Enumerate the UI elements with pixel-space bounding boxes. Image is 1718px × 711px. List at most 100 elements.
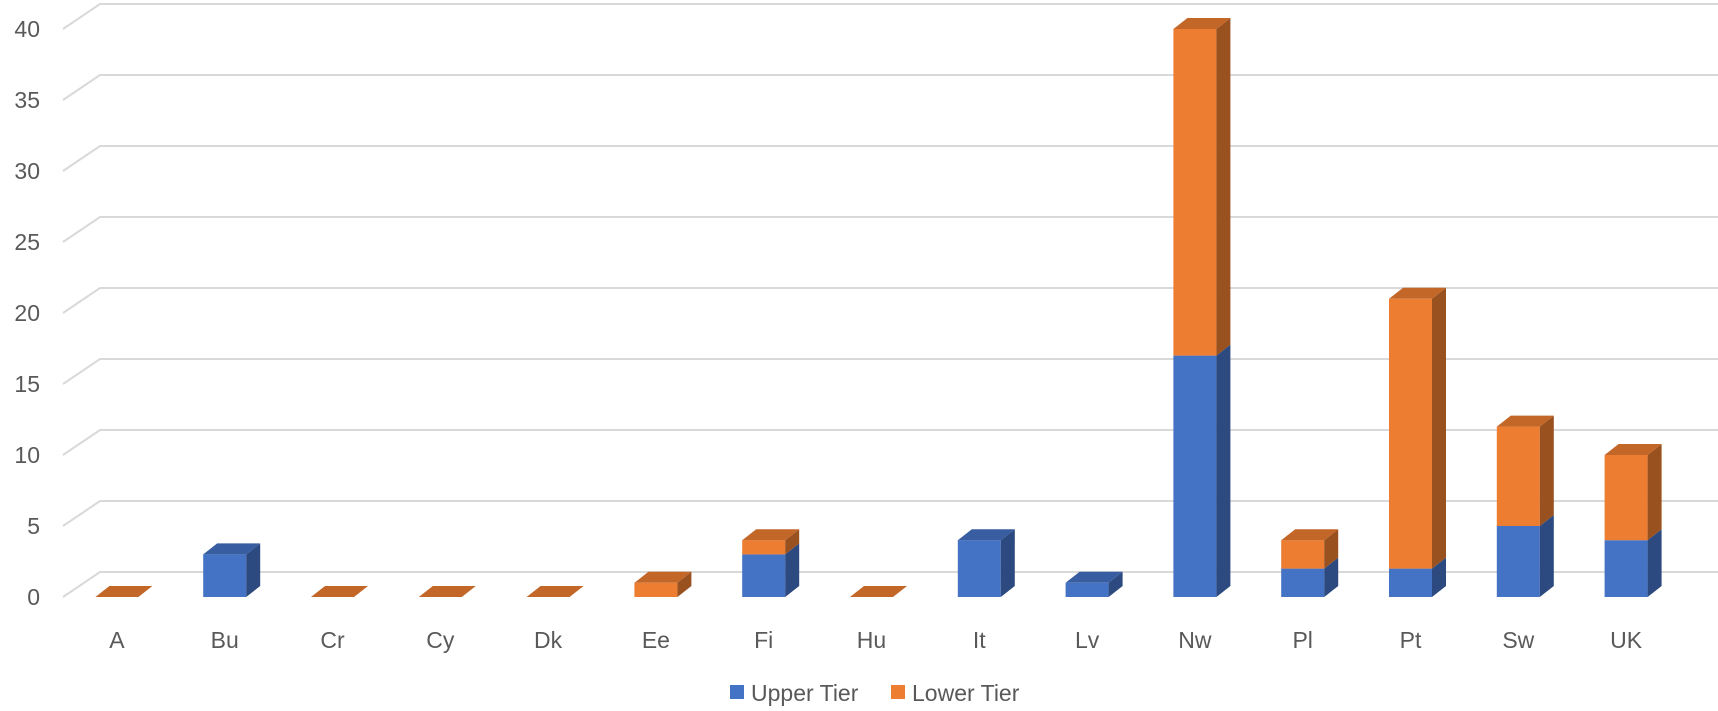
bar-top-Cr <box>311 586 368 597</box>
bar-upper-tier-Fi <box>742 554 786 597</box>
bar-lower-tier-UK <box>1604 455 1648 541</box>
bar-stack-A <box>95 586 153 597</box>
x-category-label: Ee <box>642 627 670 653</box>
legend: Upper Tier Lower Tier <box>730 680 1020 706</box>
bar-stack-Dk <box>526 586 584 597</box>
bar-stack-Sw <box>1496 415 1554 597</box>
gridline <box>62 216 1718 243</box>
y-tick-label: 5 <box>27 513 40 539</box>
bar-top-Nw <box>1173 18 1231 29</box>
bar-stack-Pt <box>1389 287 1446 597</box>
bar-side-lower-tier-Pt <box>1432 287 1446 569</box>
y-tick-label: 40 <box>14 16 40 42</box>
bar-side-lower-tier-Pl <box>1324 529 1339 569</box>
bar-upper-tier-Pl <box>1281 568 1325 597</box>
bar-top-Sw <box>1496 415 1554 427</box>
x-axis-category-labels: A Bu Cr Cy Dk Ee Fi Hu It Lv Nw Pl Pt Sw UK <box>109 627 1643 653</box>
y-tick-label: 20 <box>14 300 40 326</box>
x-category-label: Pt <box>1400 627 1422 653</box>
bar-top-Lv <box>1065 571 1123 583</box>
bar-stack-Cr <box>311 586 368 597</box>
gridline <box>62 287 1718 314</box>
bar-top-A <box>95 586 153 597</box>
x-category-label: Cr <box>320 627 345 653</box>
bar-side-lower-tier-Sw <box>1539 415 1554 526</box>
bar-upper-tier-UK <box>1604 540 1648 597</box>
bar-stack-Hu <box>850 586 907 597</box>
x-category-label: Dk <box>534 627 563 653</box>
bar-upper-tier-Lv <box>1065 582 1109 597</box>
bar-upper-tier-Bu <box>203 554 247 597</box>
gridlines <box>62 3 1718 598</box>
x-category-label: A <box>109 627 125 653</box>
bar-side-lower-tier-Fi <box>785 529 800 555</box>
bar-upper-tier-Pt <box>1389 568 1432 597</box>
bar-lower-tier-Sw <box>1496 426 1540 526</box>
y-tick-label: 0 <box>27 584 40 610</box>
x-category-label: Cy <box>426 627 455 653</box>
bar-stack-Pl <box>1281 529 1339 597</box>
bar-lower-tier-Ee <box>634 582 678 597</box>
bar-stack-Lv <box>1065 571 1123 597</box>
bar-side-upper-tier-Nw <box>1216 344 1231 597</box>
x-category-label: Nw <box>1178 627 1212 653</box>
legend-label-lower-tier: Lower Tier <box>912 680 1020 706</box>
bar-top-Fi <box>742 529 800 541</box>
x-category-label: UK <box>1610 627 1643 653</box>
gridline <box>62 500 1718 527</box>
bar-side-upper-tier-UK <box>1647 529 1662 597</box>
bar-top-Dk <box>526 586 584 597</box>
bar-upper-tier-Nw <box>1173 355 1217 597</box>
gridline <box>62 358 1718 385</box>
bar-top-It <box>957 529 1015 541</box>
gridline <box>62 3 1718 30</box>
x-category-label: Bu <box>211 627 239 653</box>
bar-stack-Bu <box>203 543 261 597</box>
bar-upper-tier-It <box>957 540 1001 597</box>
y-tick-label: 25 <box>14 229 40 255</box>
bar-stack-Nw <box>1173 18 1231 597</box>
y-tick-label: 15 <box>14 371 40 397</box>
bar-stack-It <box>957 529 1015 597</box>
bar-side-lower-tier-Nw <box>1216 18 1231 356</box>
y-tick-label: 10 <box>14 442 40 468</box>
bar-stack-Cy <box>418 586 476 597</box>
x-category-label: Lv <box>1075 627 1100 653</box>
bar-lower-tier-Pl <box>1281 540 1325 569</box>
bar-top-Pt <box>1389 287 1446 299</box>
bar-side-upper-tier-It <box>1000 529 1015 597</box>
gridline <box>62 429 1718 456</box>
bar-lower-tier-Nw <box>1173 29 1217 356</box>
legend-label-upper-tier: Upper Tier <box>751 680 859 706</box>
legend-swatch-lower-tier <box>891 685 905 699</box>
y-tick-label: 30 <box>14 158 40 184</box>
legend-swatch-upper-tier <box>730 685 744 699</box>
bar-top-UK <box>1604 444 1662 455</box>
bar-top-Bu <box>203 543 261 555</box>
bar-side-upper-tier-Sw <box>1539 515 1554 597</box>
bar-stack-Ee <box>634 571 692 597</box>
bar-stack-Fi <box>742 529 800 597</box>
bar-top-Cy <box>418 586 476 597</box>
bar-side-upper-tier-Bu <box>246 543 261 597</box>
x-category-label: Pl <box>1292 627 1312 653</box>
bar-top-Ee <box>634 571 692 583</box>
y-axis-tick-labels: 0 5 10 15 20 25 30 35 40 <box>14 16 40 610</box>
bar-top-Pl <box>1281 529 1339 541</box>
bar-upper-tier-Sw <box>1496 526 1540 597</box>
bar-side-upper-tier-Pt <box>1432 557 1446 597</box>
x-category-label: Sw <box>1502 627 1534 653</box>
x-category-label: Hu <box>857 627 886 653</box>
bar-stack-UK <box>1604 444 1662 597</box>
bars <box>95 18 1662 597</box>
gridline <box>62 74 1718 101</box>
bar-side-upper-tier-Lv <box>1108 571 1123 597</box>
bar-side-upper-tier-Pl <box>1324 557 1339 597</box>
x-category-label: It <box>973 627 986 653</box>
y-tick-label: 35 <box>14 87 40 113</box>
gridline <box>62 145 1718 172</box>
bar-lower-tier-Pt <box>1389 298 1432 569</box>
bar-side-upper-tier-Fi <box>785 543 800 597</box>
x-category-label: Fi <box>754 627 773 653</box>
